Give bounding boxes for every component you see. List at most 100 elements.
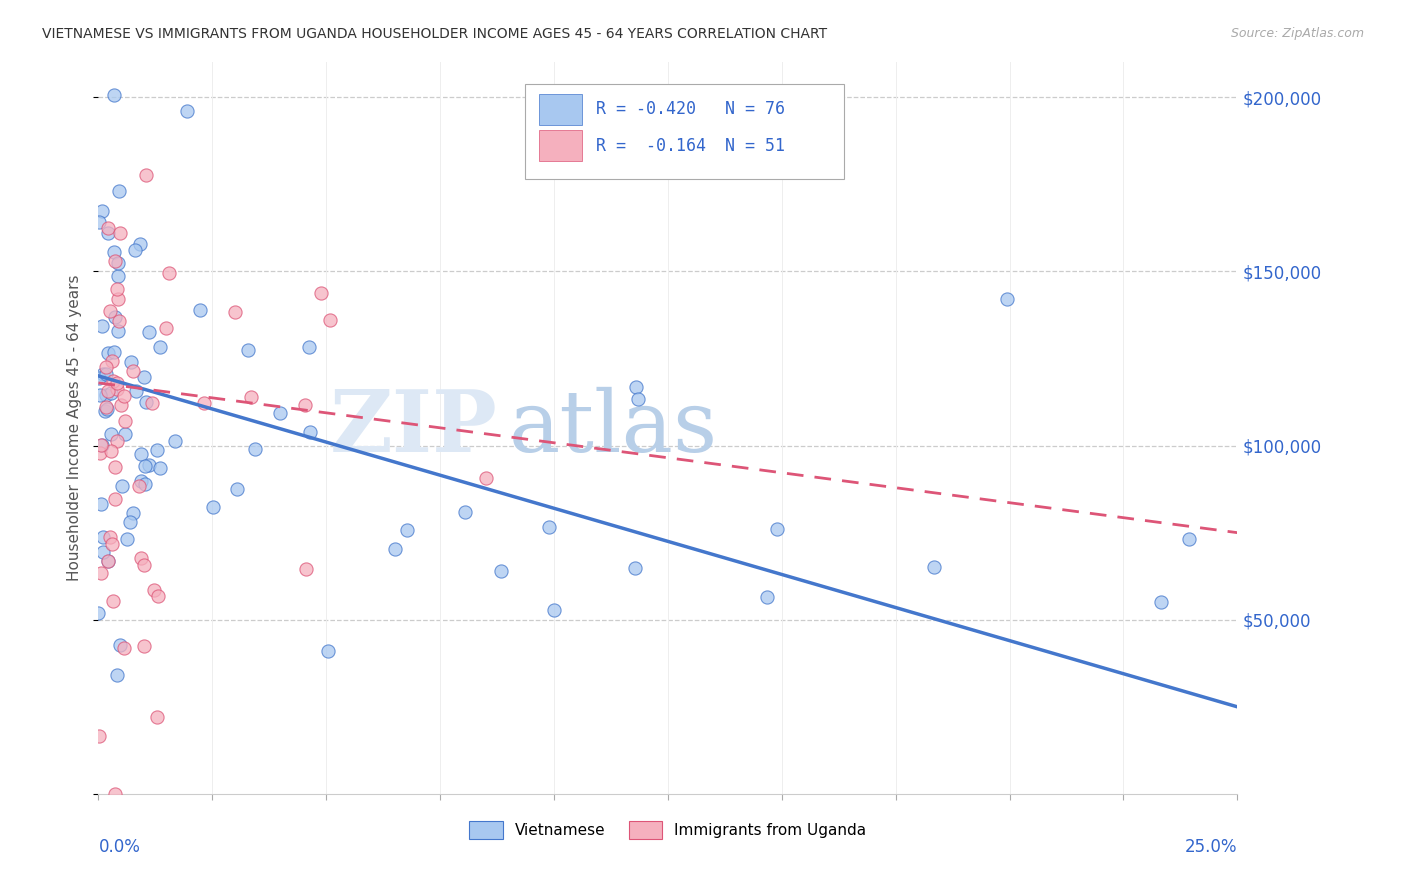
Point bbox=[107, 292, 129, 306]
Point bbox=[91, 367, 114, 381]
Point bbox=[103, 345, 125, 359]
Point bbox=[87, 370, 110, 384]
Point bbox=[90, 566, 112, 580]
Point bbox=[105, 282, 128, 296]
Point bbox=[100, 443, 122, 458]
Y-axis label: Householder Income Ages 45 - 64 years: Householder Income Ages 45 - 64 years bbox=[67, 275, 83, 582]
Point bbox=[97, 384, 120, 398]
Text: ZIP: ZIP bbox=[329, 386, 498, 470]
Point bbox=[107, 268, 129, 283]
Point bbox=[100, 385, 122, 400]
Point bbox=[104, 492, 127, 507]
Point bbox=[90, 438, 112, 452]
Point bbox=[188, 303, 211, 318]
Point bbox=[94, 403, 117, 417]
Point bbox=[122, 364, 145, 378]
Point bbox=[129, 237, 152, 252]
Point bbox=[101, 354, 124, 368]
Point bbox=[243, 442, 266, 456]
Point bbox=[94, 400, 117, 414]
Point bbox=[91, 530, 114, 544]
Point bbox=[101, 374, 124, 388]
Point bbox=[146, 443, 169, 458]
Point bbox=[107, 313, 129, 327]
Point bbox=[94, 367, 117, 381]
Text: N = 51: N = 51 bbox=[725, 136, 785, 155]
Point bbox=[132, 558, 155, 573]
Point bbox=[149, 341, 172, 355]
Point bbox=[316, 644, 339, 658]
Point bbox=[104, 254, 127, 268]
Point bbox=[454, 505, 477, 519]
Point bbox=[97, 554, 120, 568]
Point bbox=[135, 394, 157, 409]
Text: 25.0%: 25.0% bbox=[1185, 838, 1237, 855]
Point bbox=[122, 506, 145, 520]
Point bbox=[98, 530, 121, 544]
Point bbox=[107, 184, 129, 198]
Text: 0.0%: 0.0% bbox=[98, 838, 141, 855]
Point bbox=[120, 355, 142, 369]
Point bbox=[100, 426, 122, 441]
Point bbox=[110, 398, 132, 412]
Point bbox=[110, 227, 132, 241]
Text: N = 76: N = 76 bbox=[725, 100, 785, 119]
Point bbox=[146, 589, 169, 603]
Point bbox=[924, 560, 946, 574]
Point bbox=[105, 382, 128, 396]
Point bbox=[995, 292, 1018, 306]
Point bbox=[134, 458, 156, 473]
Point bbox=[240, 390, 263, 404]
Point bbox=[269, 406, 291, 420]
Point bbox=[104, 787, 127, 801]
Text: R =  -0.164: R = -0.164 bbox=[596, 136, 706, 155]
Point bbox=[97, 226, 120, 240]
Point bbox=[125, 384, 148, 398]
Text: R = -0.420: R = -0.420 bbox=[596, 100, 696, 119]
Point bbox=[89, 388, 111, 402]
Point bbox=[114, 426, 136, 441]
Point bbox=[384, 542, 406, 557]
Point bbox=[1150, 595, 1173, 609]
Point bbox=[103, 459, 125, 474]
Point bbox=[155, 321, 177, 335]
Point bbox=[163, 434, 186, 448]
Point bbox=[87, 606, 110, 620]
Point bbox=[90, 319, 112, 334]
Point bbox=[295, 562, 318, 576]
FancyBboxPatch shape bbox=[538, 130, 582, 161]
Point bbox=[118, 515, 141, 529]
Point bbox=[226, 482, 249, 496]
Point bbox=[97, 345, 120, 359]
Point bbox=[176, 104, 198, 119]
Point bbox=[765, 522, 787, 536]
Point bbox=[298, 425, 321, 439]
Point bbox=[537, 520, 560, 534]
Point bbox=[114, 641, 136, 656]
Point bbox=[135, 168, 157, 182]
Point bbox=[475, 470, 498, 484]
Point bbox=[105, 667, 128, 681]
Point bbox=[89, 215, 111, 229]
Point bbox=[91, 545, 114, 559]
Point bbox=[112, 389, 135, 403]
Point bbox=[107, 324, 129, 338]
Point bbox=[124, 243, 146, 257]
Point bbox=[107, 256, 129, 270]
Legend: Vietnamese, Immigrants from Uganda: Vietnamese, Immigrants from Uganda bbox=[463, 815, 873, 845]
Text: Source: ZipAtlas.com: Source: ZipAtlas.com bbox=[1230, 27, 1364, 40]
Point bbox=[91, 438, 114, 452]
Point bbox=[101, 594, 124, 608]
Point bbox=[138, 326, 160, 340]
Point bbox=[489, 564, 512, 578]
Point bbox=[89, 445, 111, 459]
Point bbox=[100, 304, 122, 318]
Point bbox=[756, 591, 779, 605]
Point bbox=[129, 446, 152, 460]
Point bbox=[143, 583, 166, 598]
Point bbox=[138, 458, 160, 472]
Point bbox=[96, 402, 118, 417]
Point bbox=[145, 710, 167, 724]
Point bbox=[318, 313, 340, 327]
Point bbox=[90, 204, 112, 219]
